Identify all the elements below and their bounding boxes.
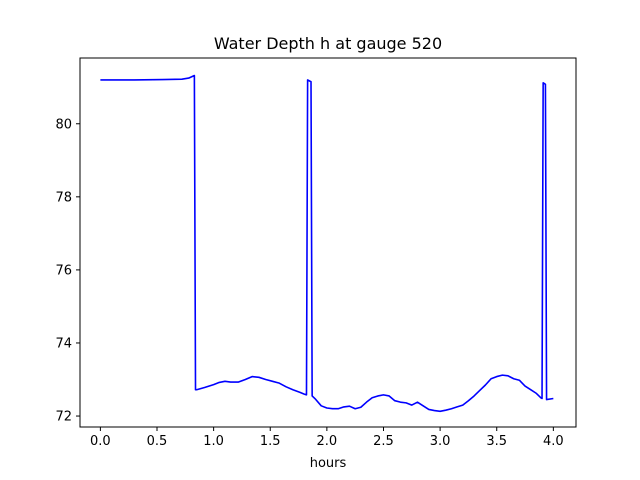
y-tick-label: 76 (55, 263, 72, 278)
y-tick-label: 72 (55, 410, 72, 425)
x-tick-label: 1.5 (260, 434, 281, 449)
y-tick-label: 74 (55, 336, 72, 351)
x-tick-label: 3.5 (486, 434, 507, 449)
chart-title: Water Depth h at gauge 520 (214, 34, 442, 53)
x-tick-label: 2.5 (373, 434, 394, 449)
y-tick-label: 80 (55, 117, 72, 132)
x-tick-label: 3.0 (430, 434, 451, 449)
x-tick-label: 0.0 (90, 434, 111, 449)
x-tick-label: 4.0 (543, 434, 564, 449)
x-tick-label: 0.5 (147, 434, 168, 449)
y-axis: 72 74 76 78 80 (55, 117, 80, 425)
y-tick-label: 78 (55, 190, 72, 205)
x-tick-label: 1.0 (203, 434, 224, 449)
x-axis: 0.0 0.5 1.0 1.5 2.0 2.5 3.0 3.5 4.0 (90, 427, 564, 449)
plot-frame (79, 57, 577, 428)
series-line-0 (100, 74, 554, 413)
x-tick-label: 2.0 (317, 434, 338, 449)
x-axis-title: hours (310, 456, 347, 471)
